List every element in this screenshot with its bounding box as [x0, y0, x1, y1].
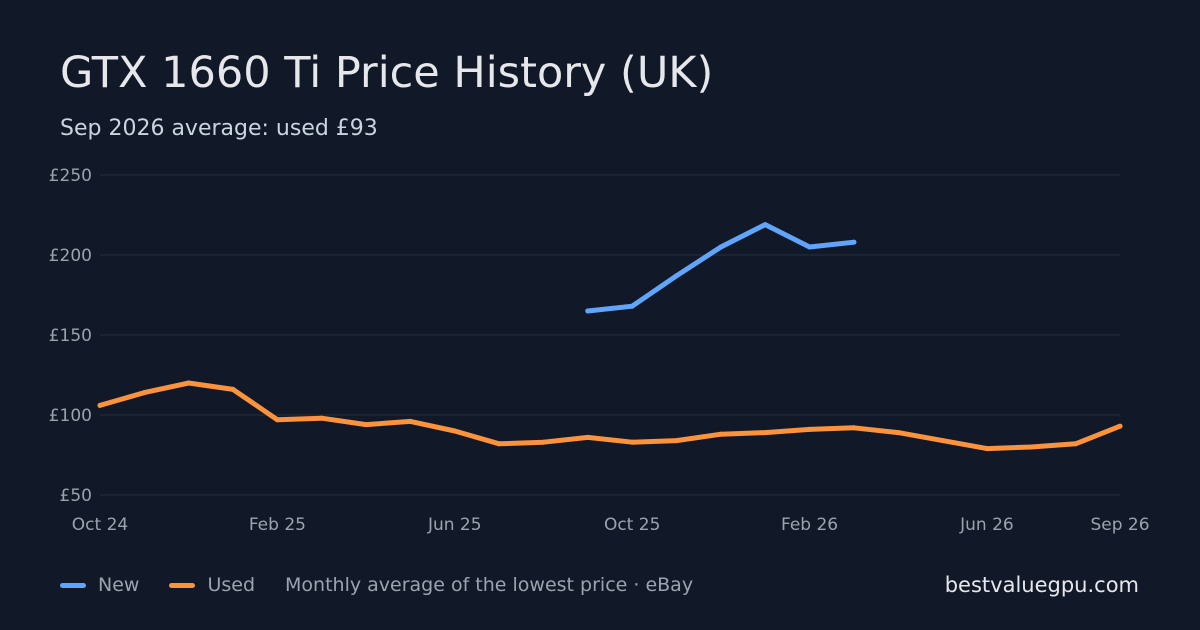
data-point-used	[186, 380, 192, 386]
series-line-used	[97, 380, 1123, 452]
data-point-used	[718, 431, 724, 437]
data-point-used	[541, 439, 546, 445]
data-point-new	[851, 239, 857, 245]
data-point-new	[585, 308, 591, 314]
data-point-used	[407, 418, 413, 424]
chart-subtitle: Sep 2026 average: used £93	[60, 116, 378, 141]
data-point-new	[674, 273, 679, 279]
legend-item-new: New	[60, 574, 139, 596]
data-point-used	[1073, 441, 1079, 447]
x-tick-label: Jun 25	[427, 515, 482, 535]
data-point-used	[230, 386, 236, 392]
data-point-used	[851, 425, 857, 431]
data-point-used	[940, 438, 946, 444]
brand-link[interactable]: bestvaluegpu.com	[944, 573, 1139, 597]
legend: New Used Monthly average of the lowest p…	[60, 574, 693, 596]
legend-swatch-used	[169, 582, 196, 588]
legend-note: Monthly average of the lowest price · eB…	[285, 574, 694, 596]
legend-swatch-new	[60, 582, 86, 588]
legend-label-used: Used	[207, 574, 256, 596]
data-point-used	[1117, 423, 1123, 429]
data-point-used	[496, 441, 502, 447]
x-tick-label: Feb 26	[781, 515, 838, 535]
data-point-used	[1028, 444, 1034, 450]
y-tick-label: £150	[49, 326, 92, 346]
data-point-used	[319, 415, 325, 421]
y-tick-label: £100	[49, 406, 92, 426]
y-tick-label: £50	[60, 486, 92, 506]
data-point-new	[762, 222, 768, 228]
data-point-used	[452, 428, 458, 434]
series-line-new	[585, 222, 857, 314]
legend-label-new: New	[98, 574, 140, 596]
y-tick-label: £250	[49, 166, 92, 186]
series-lines	[97, 222, 1123, 452]
y-tick-label: £200	[49, 246, 92, 266]
data-point-new	[807, 244, 813, 250]
chart-title: GTX 1660 Ti Price History (UK)	[60, 48, 714, 98]
legend-item-used: Used	[169, 574, 255, 596]
data-point-used	[629, 439, 635, 445]
data-point-used	[807, 426, 813, 432]
data-point-used	[984, 446, 990, 452]
data-point-used	[363, 422, 369, 428]
x-tick-label: Sep 26	[1090, 515, 1149, 535]
data-point-used	[585, 434, 591, 440]
x-tick-label: Jun 26	[959, 515, 1014, 535]
x-tick-label: Oct 24	[72, 515, 128, 535]
x-tick-label: Oct 25	[604, 515, 660, 535]
x-tick-label: Feb 25	[249, 515, 306, 535]
x-axis-ticks: Oct 24 Feb 25 Jun 25 Oct 25 Feb 26 Jun 26 Sep …	[72, 515, 1150, 535]
data-point-used	[895, 430, 901, 436]
data-point-used	[97, 402, 103, 408]
y-axis-ticks: £250 £200 £150 £100 £50	[49, 166, 92, 506]
data-point-new	[718, 244, 724, 250]
data-point-used	[674, 438, 679, 444]
data-point-used	[274, 417, 280, 423]
data-point-used	[762, 430, 768, 436]
data-point-new	[629, 303, 635, 309]
data-point-used	[141, 390, 147, 396]
